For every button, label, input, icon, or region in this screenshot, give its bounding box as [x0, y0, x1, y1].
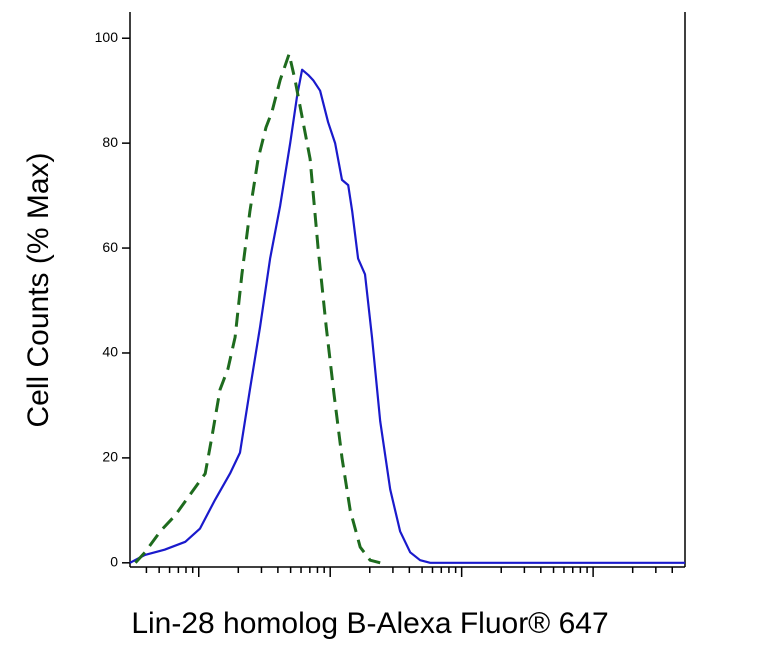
y-tick-label: 40 [102, 344, 118, 360]
histogram-line [129, 68, 685, 564]
histogram-line [134, 52, 381, 565]
y-tick-label: 20 [102, 449, 118, 465]
y-tick-label: 100 [95, 29, 119, 45]
y-tick-label: 80 [102, 134, 118, 150]
y-tick-label: 0 [110, 554, 118, 570]
y-axis-title: Cell Counts (% Max) [22, 152, 55, 427]
y-tick-label: 60 [102, 239, 118, 255]
x-axis-title: Lin-28 homolog B-Alexa Fluor® 647 [131, 607, 608, 640]
